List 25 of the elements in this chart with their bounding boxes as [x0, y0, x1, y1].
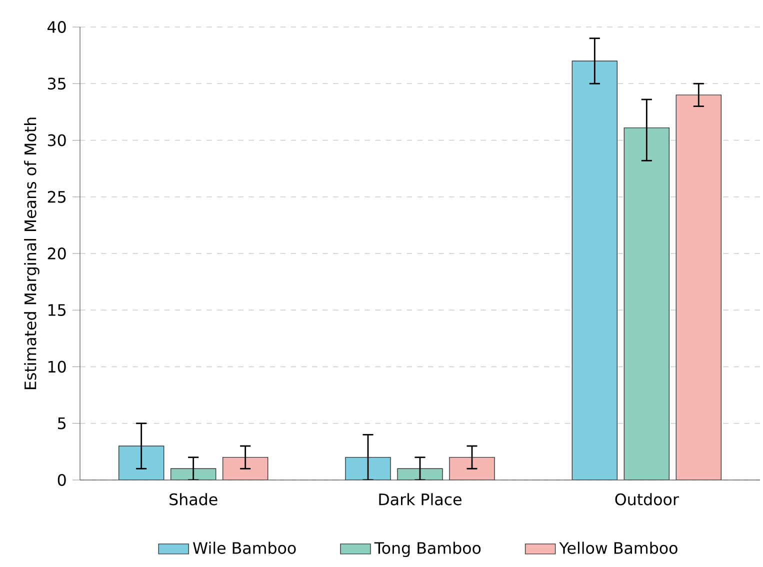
bar: [449, 456, 495, 480]
x-tick-label: Dark Place: [379, 493, 462, 506]
y-tick-label: 35: [48, 78, 66, 90]
legend-label: Yellow Bamboo: [559, 542, 678, 554]
y-tick-label: 10: [48, 360, 66, 373]
y-tick-label: 15: [48, 304, 66, 316]
y-tick-label: 20: [48, 248, 66, 260]
bar: [118, 446, 164, 480]
legend-label: Wile Bamboo: [192, 542, 296, 554]
y-tick-label: 40: [48, 21, 66, 33]
x-tick-label: Shade: [170, 493, 218, 506]
bar: [624, 127, 670, 480]
y-tick-label: 0: [58, 474, 66, 486]
y-tick-label: 25: [48, 190, 66, 203]
bar: [345, 456, 391, 480]
x-tick-label: Outdoor: [615, 493, 679, 506]
y-axis-title: Estimated Marginal Means of Moth: [24, 118, 40, 390]
bar: [676, 94, 722, 480]
legend-label: Tong Bamboo: [374, 542, 481, 558]
y-tick-label: 5: [58, 417, 66, 430]
y-tick-label: 30: [48, 134, 66, 146]
bar: [222, 456, 268, 480]
bar: [572, 60, 618, 480]
bar: [397, 468, 443, 480]
bar: [170, 468, 216, 480]
